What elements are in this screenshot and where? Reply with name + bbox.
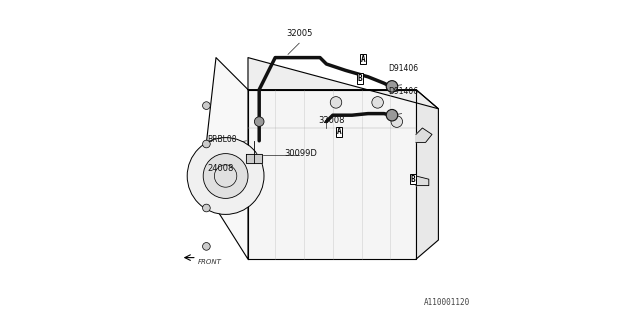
Circle shape xyxy=(204,154,248,198)
Text: 24008: 24008 xyxy=(207,164,234,172)
Circle shape xyxy=(391,116,403,127)
Text: A: A xyxy=(361,55,365,64)
Circle shape xyxy=(330,97,342,108)
Text: 32005: 32005 xyxy=(286,29,312,38)
Polygon shape xyxy=(416,176,429,186)
Text: D91406: D91406 xyxy=(388,87,419,96)
Circle shape xyxy=(202,204,210,212)
Text: D91406: D91406 xyxy=(388,64,419,73)
Polygon shape xyxy=(202,58,248,259)
Text: BRBL08: BRBL08 xyxy=(207,135,237,144)
Circle shape xyxy=(387,81,398,92)
Text: 32008: 32008 xyxy=(318,116,344,124)
Text: B: B xyxy=(358,74,362,83)
Text: B: B xyxy=(410,175,415,184)
Circle shape xyxy=(202,140,210,148)
Polygon shape xyxy=(248,58,438,109)
Polygon shape xyxy=(248,90,416,259)
Polygon shape xyxy=(246,154,262,163)
Text: A110001120: A110001120 xyxy=(424,298,470,307)
Circle shape xyxy=(372,97,383,108)
Circle shape xyxy=(202,243,210,250)
Circle shape xyxy=(387,109,398,121)
Circle shape xyxy=(202,102,210,109)
Polygon shape xyxy=(416,128,432,142)
Text: FRONT: FRONT xyxy=(198,259,221,265)
Polygon shape xyxy=(416,90,438,259)
Text: A: A xyxy=(337,127,342,136)
Text: 30099D: 30099D xyxy=(284,149,317,158)
Circle shape xyxy=(187,138,264,214)
Circle shape xyxy=(254,117,264,126)
